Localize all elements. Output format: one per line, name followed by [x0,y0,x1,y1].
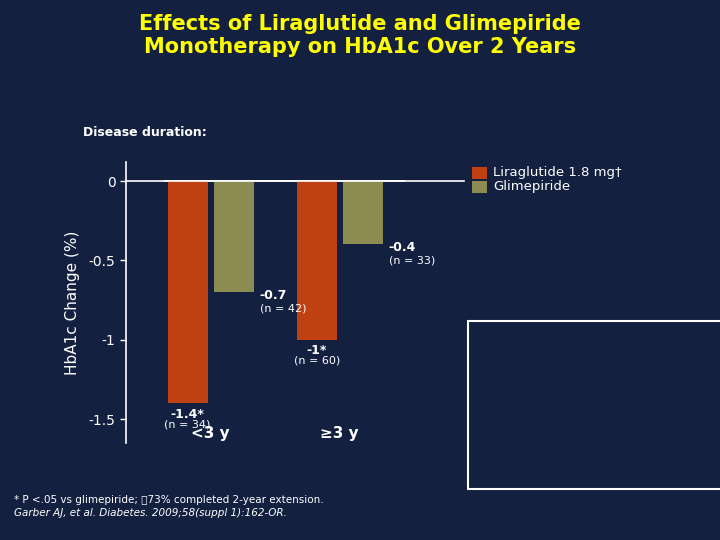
Bar [343,181,383,245]
Text: <3 y: <3 y [192,427,230,441]
Text: (n = 33): (n = 33) [389,255,435,266]
Text: Effects of Liraglutide and Glimepiride
Monotherapy on HbA1c Over 2 Years: Effects of Liraglutide and Glimepiride M… [139,14,581,57]
Text: * P <.05 vs glimepiride; ⁳73% completed 2-year extension.: * P <.05 vs glimepiride; ⁳73% completed … [14,495,324,505]
Text: -1*: -1* [307,345,327,357]
Text: Liraglutide 1.8 mg†: Liraglutide 1.8 mg† [493,166,622,179]
Text: Glimepiride: Glimepiride [493,180,570,193]
Y-axis label: HbA1c Change (%): HbA1c Change (%) [66,230,81,375]
Text: -1.4*: -1.4* [171,408,204,421]
Text: (n = 42): (n = 42) [259,303,306,313]
Text: ≥3 y: ≥3 y [320,427,359,441]
Text: -0.7: -0.7 [259,289,287,302]
Text: •  1.1 kg with glimepiride: • 1.1 kg with glimepiride [486,449,637,462]
Text: •  37% with glimepiride: • 37% with glimepiride [486,379,626,392]
Text: (n = 34): (n = 34) [164,419,211,429]
Text: -0.4: -0.4 [389,241,416,254]
Text: (n = 60): (n = 60) [294,355,340,366]
Text: Disease duration:: Disease duration: [83,126,207,139]
Text: •  58% with liraglutide*: • 58% with liraglutide* [486,356,625,369]
Text: •  -2.7 kg with liraglutide*: • -2.7 kg with liraglutide* [486,427,641,440]
Bar [297,181,337,340]
Bar [168,181,207,403]
Text: % achieving HbA1c <7%: % achieving HbA1c <7% [480,334,650,347]
Text: Garber AJ, et al. Diabetes. 2009;58(suppl 1):162-OR.: Garber AJ, et al. Diabetes. 2009;58(supp… [14,508,287,518]
Text: Weight change: Weight change [480,404,585,417]
Bar [214,181,253,292]
